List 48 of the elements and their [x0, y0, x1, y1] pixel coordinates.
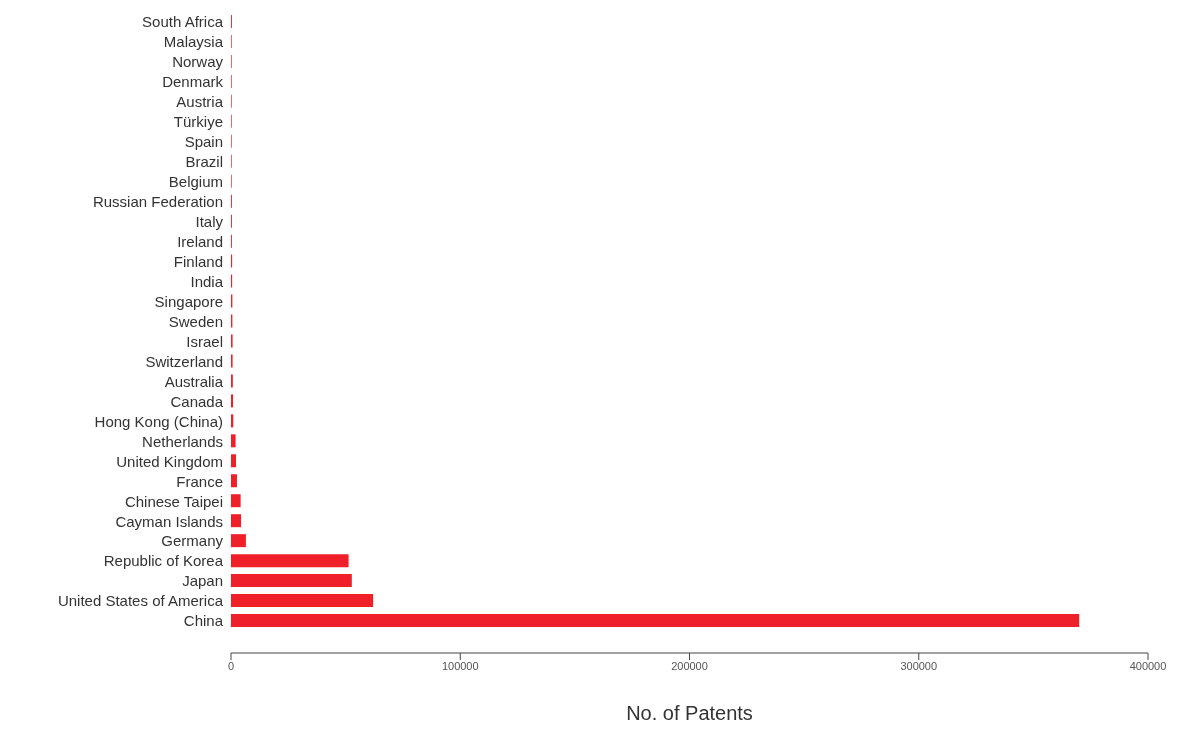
y-tick-label: Austria	[176, 93, 224, 111]
y-tick-label: United States of America	[57, 592, 224, 610]
bar	[231, 454, 237, 468]
bar	[231, 554, 349, 568]
y-tick-label: Canada	[170, 392, 224, 410]
y-tick-label: Cayman Islands	[115, 512, 223, 530]
y-tick-label: Republic of Korea	[103, 552, 224, 570]
y-tick-label: Switzerland	[145, 352, 223, 370]
x-axis-title: No. of Patents	[626, 702, 753, 724]
y-tick-label: Israel	[186, 332, 223, 350]
y-tick-label: Hong Kong (China)	[94, 412, 223, 430]
y-tick-label: Germany	[161, 532, 224, 550]
y-tick-label: Türkiye	[173, 113, 223, 131]
y-tick-label: Denmark	[162, 73, 224, 91]
y-tick-label: Russian Federation	[92, 193, 223, 211]
y-tick-label: United Kingdom	[116, 452, 223, 470]
y-tick-label: China	[183, 612, 224, 630]
bar	[231, 514, 242, 528]
y-tick-label: Italy	[195, 212, 224, 230]
bar	[231, 394, 234, 408]
y-tick-label: Belgium	[168, 173, 223, 191]
x-tick-label: 400000	[1129, 659, 1167, 672]
y-tick-label: India	[190, 272, 224, 290]
y-tick-label: Finland	[173, 252, 223, 270]
y-tick-label: Netherlands	[142, 432, 223, 450]
y-tick-label: Ireland	[177, 232, 223, 250]
y-tick-label: Malaysia	[163, 33, 224, 51]
bar	[231, 614, 1080, 628]
y-tick-label: Spain	[184, 133, 223, 151]
y-tick-label: France	[176, 472, 223, 490]
x-tick-label: 200000	[671, 659, 708, 672]
y-tick-label: South Africa	[142, 13, 224, 31]
bar	[231, 434, 236, 448]
x-tick-label: 0	[227, 659, 235, 672]
bar	[231, 594, 374, 608]
y-tick-label: Japan	[182, 572, 223, 590]
bar	[231, 574, 352, 588]
y-tick-label: Norway	[172, 53, 224, 71]
x-tick-label: 100000	[441, 659, 479, 672]
bar	[231, 494, 241, 508]
y-tick-label: Sweden	[168, 312, 223, 330]
x-tick-label: 300000	[900, 659, 938, 672]
y-tick-label: Singapore	[154, 292, 223, 310]
y-tick-label: Chinese Taipei	[124, 492, 223, 510]
y-tick-label: Australia	[164, 372, 224, 390]
y-tick-label: Brazil	[185, 153, 223, 171]
bar	[231, 534, 246, 548]
bar	[231, 474, 237, 488]
